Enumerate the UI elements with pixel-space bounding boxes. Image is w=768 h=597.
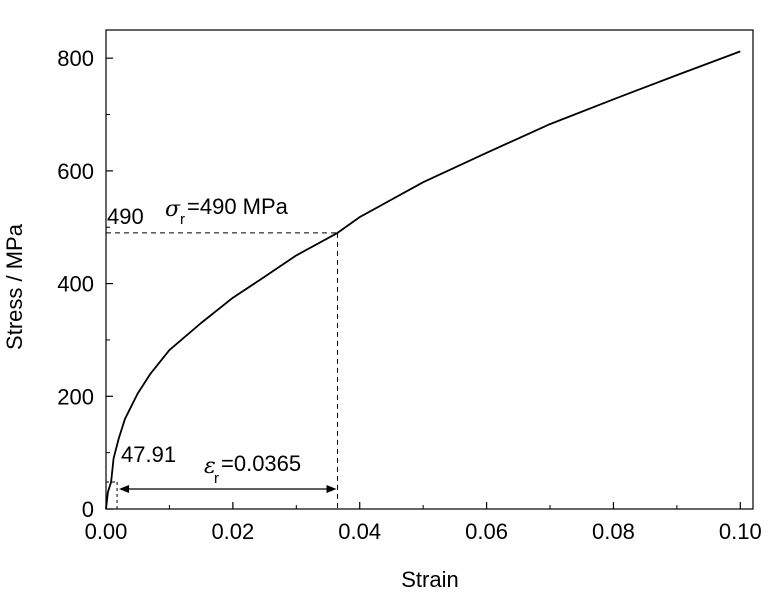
arrowhead-right xyxy=(326,485,337,493)
x-tick-label: 0.06 xyxy=(465,519,508,544)
reference-lines xyxy=(106,232,339,509)
curve-layer xyxy=(105,50,741,510)
x-tick-label: 0.02 xyxy=(211,519,254,544)
x-axis-title: Strain xyxy=(401,567,458,592)
stress-strain-curve xyxy=(105,50,741,510)
plot-frame xyxy=(105,29,754,510)
stress-symbol: σ xyxy=(165,197,181,222)
y-tick-label: 200 xyxy=(57,384,94,409)
axis-ticks xyxy=(105,57,741,510)
strain-annotation-text: =0.0365 xyxy=(221,451,301,476)
x-tick-label: 0.08 xyxy=(592,519,635,544)
strain-symbol: ε xyxy=(204,454,216,479)
y-tick-label: 0 xyxy=(82,497,94,522)
y-tick-labels: 0 200 400 600 800 xyxy=(57,46,94,522)
arrowhead-left xyxy=(119,485,130,493)
low-point-label: 47.91 xyxy=(121,442,176,467)
stress-value-label: 490 xyxy=(107,204,144,229)
y-axis-title: Stress / MPa xyxy=(2,223,27,350)
y-tick-label: 800 xyxy=(57,46,94,71)
y-tick-label: 600 xyxy=(57,159,94,184)
x-tick-label: 0.00 xyxy=(85,519,128,544)
x-tick-label: 0.10 xyxy=(719,519,762,544)
strain-subscript: r xyxy=(214,470,219,487)
x-tick-labels: 0.00 0.02 0.04 0.06 0.08 0.10 xyxy=(85,519,762,544)
stress-subscript: r xyxy=(180,211,185,228)
y-tick-label: 400 xyxy=(57,272,94,297)
x-tick-label: 0.04 xyxy=(338,519,381,544)
stress-annotation-text: =490 MPa xyxy=(187,194,289,219)
